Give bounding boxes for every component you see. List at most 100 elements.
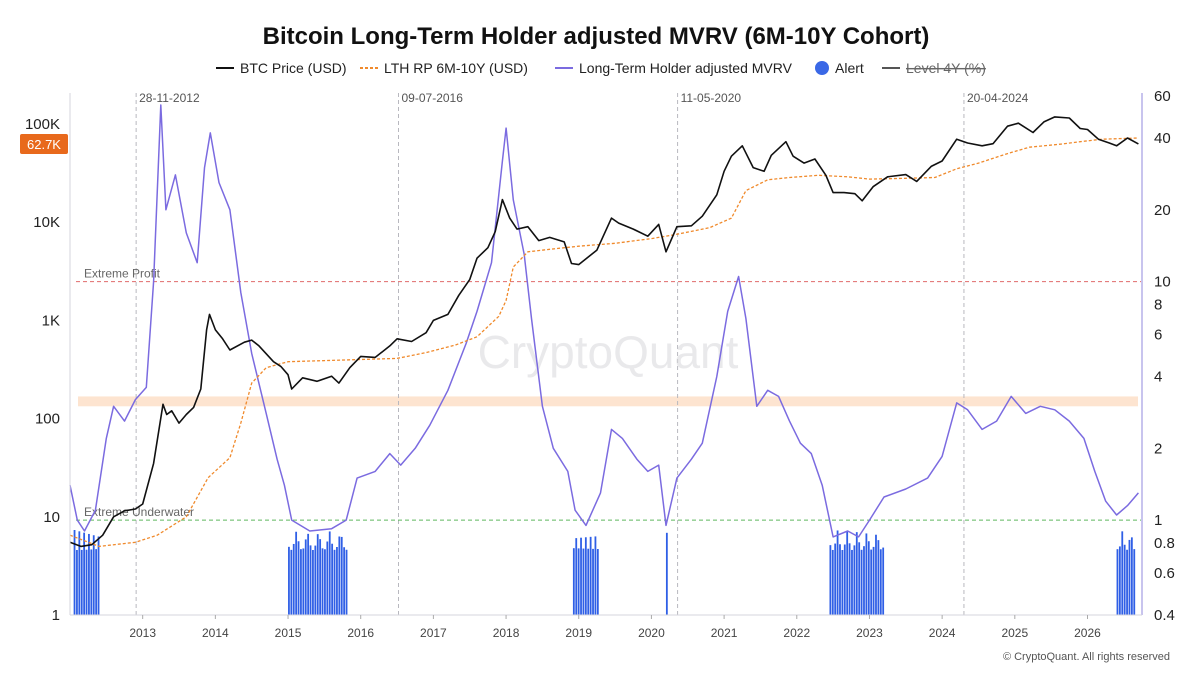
alert-bars xyxy=(73,530,1136,615)
profit-band xyxy=(78,396,1138,407)
right-tick-label: 0.6 xyxy=(1154,565,1175,582)
alert-bar xyxy=(1128,539,1131,615)
legend-item-4: Alert xyxy=(815,60,864,76)
right-tick-label: 0.4 xyxy=(1154,607,1175,624)
alert-bar xyxy=(592,548,594,615)
alert-bar xyxy=(841,549,844,615)
alert-bar xyxy=(76,549,78,615)
alert-bar xyxy=(863,546,865,615)
footer-copyright: © CryptoQuant. All rights reserved xyxy=(1003,651,1170,663)
x-tick-label: 2023 xyxy=(856,626,883,640)
chart-title: Bitcoin Long-Term Holder adjusted MVRV (… xyxy=(263,23,930,50)
alert-bar xyxy=(88,533,90,615)
alert-bar xyxy=(90,549,93,615)
alert-bar xyxy=(333,549,336,615)
x-tick-label: 2017 xyxy=(420,626,447,640)
alert-bar xyxy=(1130,537,1133,615)
alert-bar xyxy=(577,548,580,615)
alert-bar xyxy=(829,545,832,615)
alert-bar xyxy=(307,533,310,615)
level-label: Extreme Underwater xyxy=(84,505,194,519)
right-tick-label: 4 xyxy=(1154,368,1162,385)
x-ticks: 2013 2014 2015 2016 2017 2018 2019 2020 2021 2022… xyxy=(129,615,1101,640)
alert-bar xyxy=(1126,549,1128,615)
alert-bar xyxy=(1123,544,1126,615)
current-price-badge: 62.7K xyxy=(20,134,68,154)
alert-span xyxy=(1116,531,1136,615)
halving-date-label: 28-11-2012 xyxy=(139,91,200,105)
legend-alert-dot xyxy=(815,61,829,75)
x-tick-label: 2022 xyxy=(783,626,810,640)
left-tick-label: 1K xyxy=(42,312,60,329)
alert-span xyxy=(288,531,348,615)
alert-bar xyxy=(836,530,839,615)
right-tick-label: 8 xyxy=(1154,297,1162,314)
legend-label: Alert xyxy=(835,60,864,76)
alert-bar xyxy=(92,535,95,615)
alert-bar xyxy=(80,549,83,615)
alert-bar xyxy=(879,549,882,615)
alert-bar xyxy=(97,536,100,615)
band-layer xyxy=(78,396,1138,407)
x-tick-label: 2025 xyxy=(1001,626,1028,640)
current-price-badge-bg xyxy=(20,134,68,154)
x-tick-label: 2021 xyxy=(711,626,738,640)
long-term-holder-adjusted-mvrv-line xyxy=(69,104,1139,538)
alert-bar xyxy=(1133,549,1136,615)
x-tick-label: 2019 xyxy=(565,626,592,640)
btc-price-usd-line xyxy=(69,116,1139,548)
alert-bar xyxy=(843,544,846,615)
legend-label: BTC Price (USD) xyxy=(240,60,347,76)
alert-bar xyxy=(848,543,851,615)
alert-bar xyxy=(338,536,341,615)
halving-date-label: 11-05-2020 xyxy=(681,91,742,105)
alert-bar xyxy=(316,534,319,615)
alert-bar xyxy=(851,549,853,615)
alert-bar xyxy=(319,539,322,615)
legend-label: Level 4Y (%) xyxy=(906,60,986,76)
halving-lines: 28-11-2012 09-07-2016 11-05-2020 20-04-2024 xyxy=(135,91,1029,615)
alert-bar xyxy=(309,545,312,615)
alert-bar xyxy=(865,533,868,615)
left-tick-label: 10K xyxy=(33,214,60,231)
x-tick-label: 2024 xyxy=(929,626,956,640)
alert-bar xyxy=(589,536,592,615)
alert-bar xyxy=(580,537,582,615)
alert-bar xyxy=(340,536,343,615)
level-lines: Extreme Profit Extreme Underwater xyxy=(76,267,1142,521)
alert-bar xyxy=(85,549,88,615)
right-tick-label: 1 xyxy=(1154,512,1162,529)
legend-item-3: Long-Term Holder adjusted MVRV xyxy=(555,60,793,76)
x-tick-label: 2020 xyxy=(638,626,665,640)
alert-bar xyxy=(336,546,338,615)
alert-bar xyxy=(288,546,290,615)
alert-bar xyxy=(1116,549,1119,615)
left-tick-label: 100K xyxy=(25,116,60,133)
alert-bar xyxy=(1118,546,1121,615)
x-tick-label: 2026 xyxy=(1074,626,1101,640)
x-tick-label: 2014 xyxy=(202,626,229,640)
right-tick-label: 20 xyxy=(1154,202,1171,219)
x-tick-label: 2016 xyxy=(347,626,374,640)
alert-bar xyxy=(1121,531,1124,615)
alert-bar xyxy=(587,548,590,615)
legend-item-1: BTC Price (USD) xyxy=(216,60,347,76)
right-tick-label: 6 xyxy=(1154,327,1162,344)
alert-bar xyxy=(872,546,875,615)
legend-label: LTH RP 6M-10Y (USD) xyxy=(384,60,528,76)
alert-bar xyxy=(867,541,870,615)
alert-bar xyxy=(575,538,578,615)
alert-bar xyxy=(665,532,668,615)
alert-bar xyxy=(839,544,841,615)
alert-bar xyxy=(324,549,326,615)
alert-bar xyxy=(292,543,295,615)
current-price-badge-text: 62.7K xyxy=(27,137,61,152)
alert-bar xyxy=(853,545,856,615)
alert-bar xyxy=(858,542,861,615)
x-tick-label: 2015 xyxy=(275,626,302,640)
alert-bar xyxy=(83,532,86,615)
alert-bar xyxy=(572,548,575,615)
alert-bar xyxy=(312,549,314,615)
legend-item-5: Level 4Y (%) xyxy=(882,60,986,76)
